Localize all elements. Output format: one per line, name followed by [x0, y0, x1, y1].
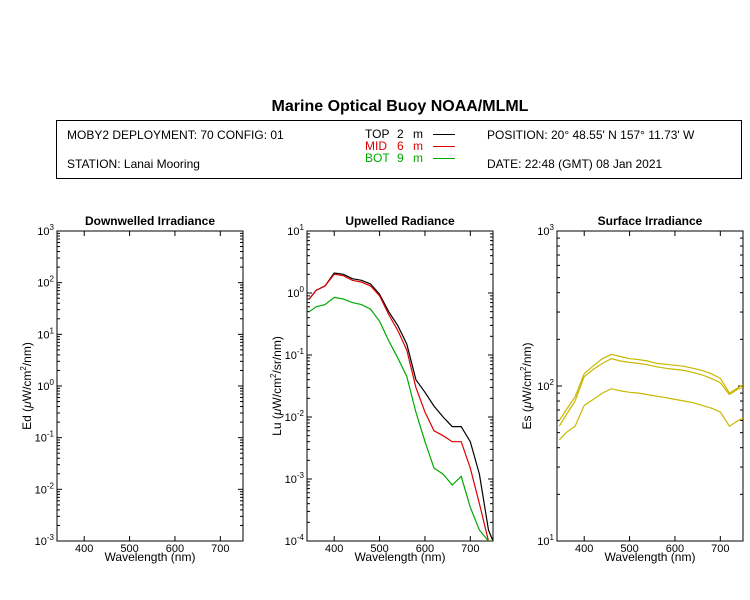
y-tick-label: 103	[37, 223, 54, 238]
x-tick-label: 700	[461, 543, 479, 555]
y-tick-label: 101	[37, 326, 54, 341]
chart-title: Upwelled Radiance	[345, 214, 455, 228]
x-tick-label: 700	[711, 543, 729, 555]
legend-depth-mid: 6	[397, 139, 404, 153]
y-tick-label: 10-2	[35, 481, 55, 496]
legend-unit-top: m	[413, 127, 423, 141]
x-tick-label: 700	[211, 543, 229, 555]
deployment-text: MOBY2 DEPLOYMENT: 70 CONFIG: 01	[67, 128, 284, 142]
plot-frame	[306, 230, 494, 542]
series-line-top	[308, 272, 493, 541]
chart-panel-2: Upwelled Radiance 400 500 600 700 Wavelength …	[269, 214, 494, 564]
y-axis-label: Ed (μW/cm2/nm)	[19, 342, 34, 430]
y-tick-label: 101	[537, 533, 554, 548]
chart-title: Surface Irradiance	[598, 214, 703, 228]
chart-main-title: Marine Optical Buoy NOAA/MLML	[271, 98, 529, 115]
plot-frame	[556, 230, 744, 542]
x-tick-label: 400	[75, 543, 93, 555]
y-tick-label: 102	[537, 378, 554, 393]
info-box: MOBY2 DEPLOYMENT: 70 CONFIG: 01 STATION:…	[56, 120, 742, 179]
y-tick-label: 101	[287, 223, 304, 238]
y-tick-label: 10-3	[285, 471, 305, 486]
y-tick-label: 103	[537, 223, 554, 238]
legend-label-mid: MID	[365, 139, 387, 153]
series-line-es-3	[558, 388, 743, 441]
x-tick-label: 500	[120, 543, 138, 555]
series-line-es-2	[558, 358, 743, 427]
legend-depth-bot: 9	[397, 151, 404, 165]
legend-depth-top: 2	[397, 127, 404, 141]
series-line-es-1	[558, 353, 743, 421]
y-tick-label: 102	[37, 275, 54, 290]
legend-line-mid	[433, 146, 455, 147]
y-tick-label: 10-1	[35, 430, 55, 445]
x-axis-label: Wavelength (nm)	[355, 550, 446, 564]
position-text: POSITION: 20° 48.55' N 157° 11.73' W	[487, 128, 695, 142]
y-tick-label: 100	[37, 378, 54, 393]
series-line-mid	[308, 273, 493, 541]
series-line-bot	[308, 296, 493, 541]
legend-line-top	[433, 134, 455, 135]
legend-label-bot: BOT	[365, 151, 390, 165]
x-tick-label: 500	[370, 543, 388, 555]
x-axis-label: Wavelength (nm)	[105, 550, 196, 564]
chart-panel-3: Surface Irradiance 400 500 600 700 Wavelength…	[519, 214, 744, 564]
x-tick-label: 600	[166, 543, 184, 555]
y-tick-label: 10-2	[285, 409, 305, 424]
y-tick-label: 10-4	[285, 533, 305, 548]
legend-unit-bot: m	[413, 151, 423, 165]
legend-line-bot	[433, 158, 455, 159]
x-axis-label: Wavelength (nm)	[605, 550, 696, 564]
x-tick-label: 400	[575, 543, 593, 555]
y-axis-label: Lu (μW/cm2/sr/nm)	[269, 336, 284, 436]
legend-unit-mid: m	[413, 139, 423, 153]
legend-label-top: TOP	[365, 127, 390, 141]
y-tick-label: 100	[287, 285, 304, 300]
x-tick-label: 500	[620, 543, 638, 555]
chart-title: Downwelled Irradiance	[85, 214, 215, 228]
chart-panel-1: Downwelled Irradiance 400 500 600 700 Wavelen…	[19, 214, 244, 564]
x-tick-label: 400	[325, 543, 343, 555]
x-tick-label: 600	[416, 543, 434, 555]
x-tick-label: 600	[666, 543, 684, 555]
y-tick-label: 10-1	[285, 347, 305, 362]
date-text: DATE: 22:48 (GMT) 08 Jan 2021	[487, 157, 663, 171]
y-axis-label: Es (μW/cm2/nm)	[519, 342, 534, 429]
y-tick-label: 10-3	[35, 533, 55, 548]
station-text: STATION: Lanai Mooring	[67, 157, 200, 171]
plot-frame	[56, 230, 244, 542]
